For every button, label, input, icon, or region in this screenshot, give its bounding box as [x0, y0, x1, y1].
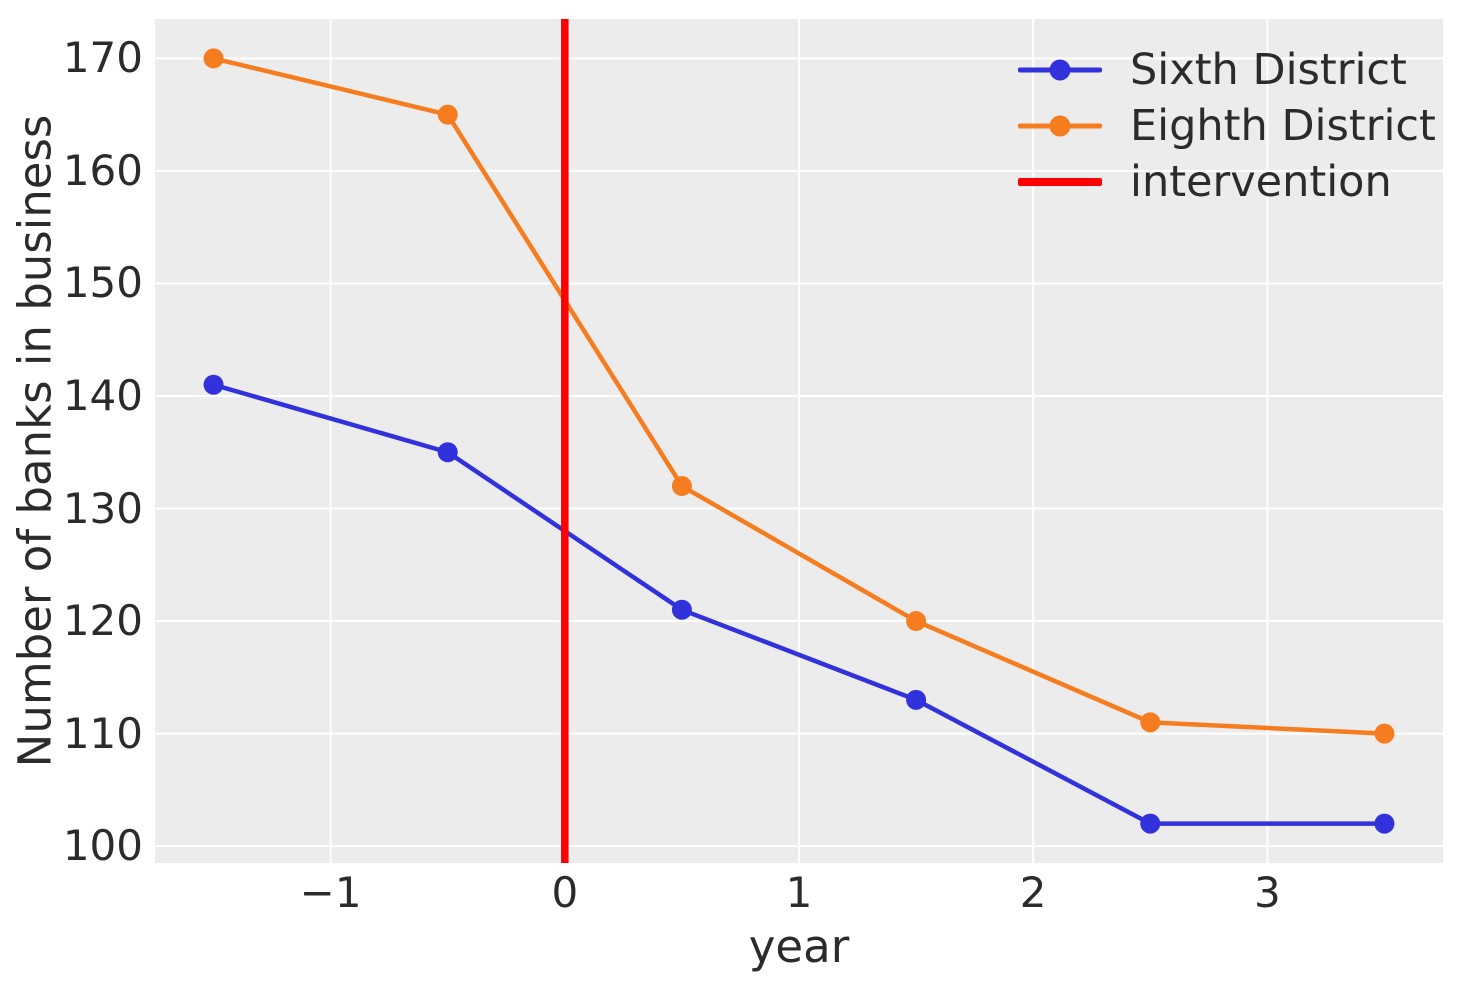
data-point-sixth-district — [671, 599, 692, 620]
x-tick-label: −1 — [299, 868, 362, 917]
y-tick-label: 150 — [62, 258, 143, 308]
data-point-eighth-district — [1140, 712, 1161, 733]
x-tick-label: 1 — [785, 868, 813, 917]
data-point-eighth-district — [906, 611, 927, 632]
data-point-sixth-district — [1374, 813, 1395, 834]
legend-item-eighth-district: Eighth District — [1018, 98, 1436, 154]
line-marker-swatch-icon — [1018, 58, 1102, 82]
data-point-eighth-district — [671, 476, 692, 497]
data-point-eighth-district — [437, 104, 458, 125]
series-line-eighth-district — [211, 56, 1387, 736]
x-tick-label: 2 — [1019, 868, 1047, 917]
legend-item-sixth-district: Sixth District — [1018, 42, 1436, 98]
legend-label-eighth-district: Eighth District — [1130, 101, 1436, 151]
legend-label-intervention: intervention — [1130, 157, 1392, 207]
x-tick-label: 3 — [1253, 868, 1281, 917]
y-tick-label: 120 — [62, 596, 143, 646]
data-point-sixth-district — [203, 374, 224, 395]
data-point-eighth-district — [203, 48, 224, 69]
x-axis-title: year — [748, 920, 850, 973]
thick-line-swatch-icon — [1018, 170, 1102, 194]
y-tick-label: 130 — [62, 483, 143, 533]
y-axis-title: Number of banks in business — [8, 114, 62, 768]
y-tick-label: 140 — [62, 370, 143, 420]
y-tick-label: 160 — [62, 145, 143, 195]
line-marker-swatch-icon — [1018, 114, 1102, 138]
data-point-eighth-district — [1374, 723, 1395, 744]
legend: Sixth District Eighth District intervent… — [1018, 42, 1436, 210]
series-line-sixth-district — [211, 382, 1387, 826]
x-tick-label: 0 — [551, 868, 579, 917]
y-tick-label: 100 — [62, 821, 143, 871]
data-point-sixth-district — [437, 442, 458, 463]
y-tick-label: 170 — [62, 33, 143, 83]
data-point-sixth-district — [906, 689, 927, 710]
data-point-sixth-district — [1140, 813, 1161, 834]
legend-label-sixth-district: Sixth District — [1130, 45, 1407, 95]
y-tick-label: 110 — [62, 708, 143, 758]
legend-item-intervention: intervention — [1018, 154, 1436, 210]
